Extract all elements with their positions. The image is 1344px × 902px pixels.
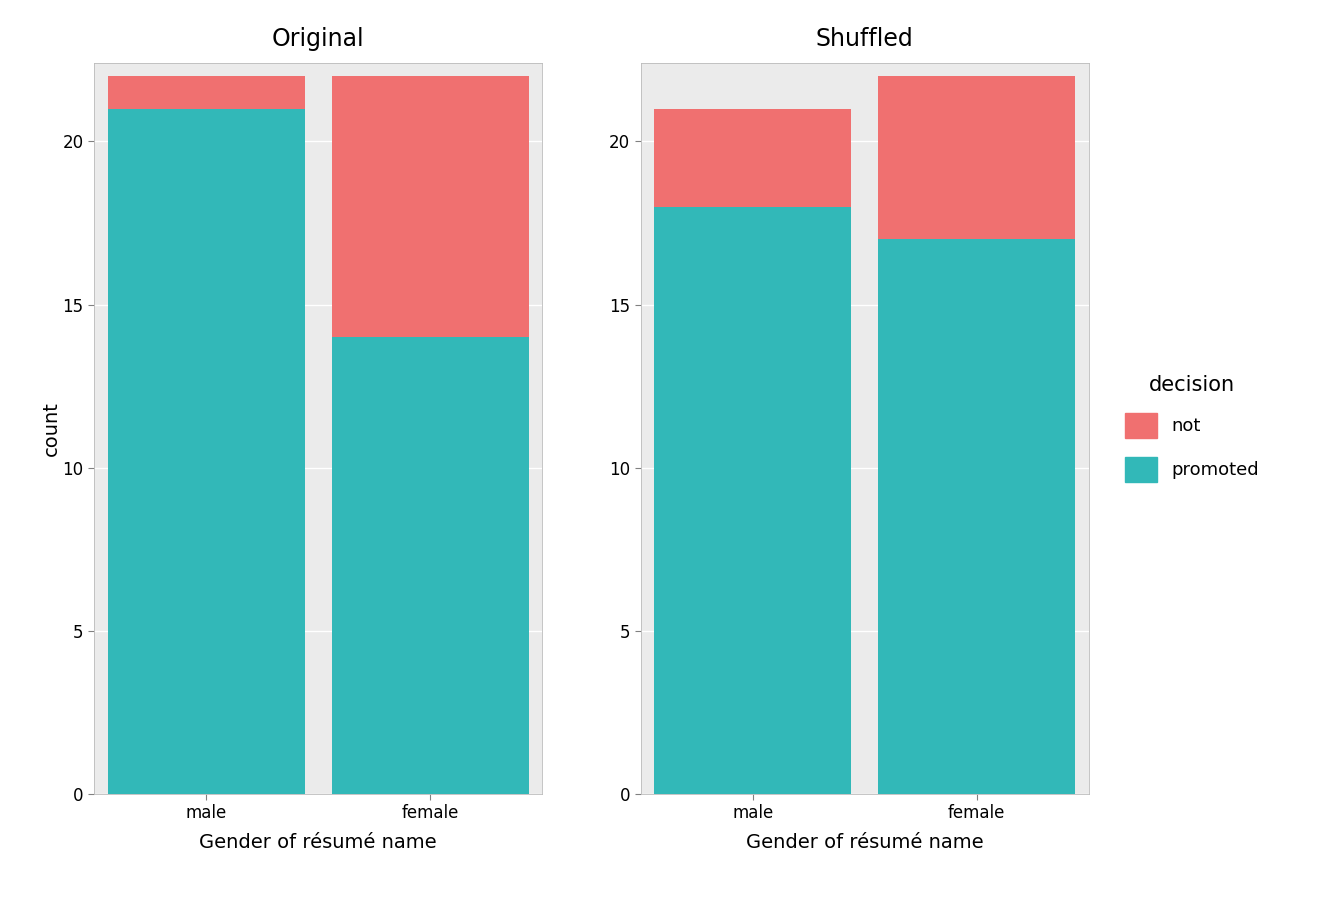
Bar [878,76,1075,239]
Bar [655,109,851,207]
Bar [108,109,305,794]
Bar [641,63,864,794]
X-axis label: Gender of résumé name: Gender of résumé name [199,833,437,852]
Title: Shuffled: Shuffled [816,27,914,51]
Y-axis label: count: count [42,401,60,456]
Bar [108,76,305,109]
Bar [332,76,528,337]
Bar [864,63,1089,794]
Bar [655,207,851,794]
Legend: not, promoted: not, promoted [1116,366,1269,491]
X-axis label: Gender of résumé name: Gender of résumé name [746,833,984,852]
Bar [94,63,319,794]
Bar [319,63,542,794]
Bar [878,239,1075,794]
Title: Original: Original [271,27,364,51]
Bar [332,337,528,794]
